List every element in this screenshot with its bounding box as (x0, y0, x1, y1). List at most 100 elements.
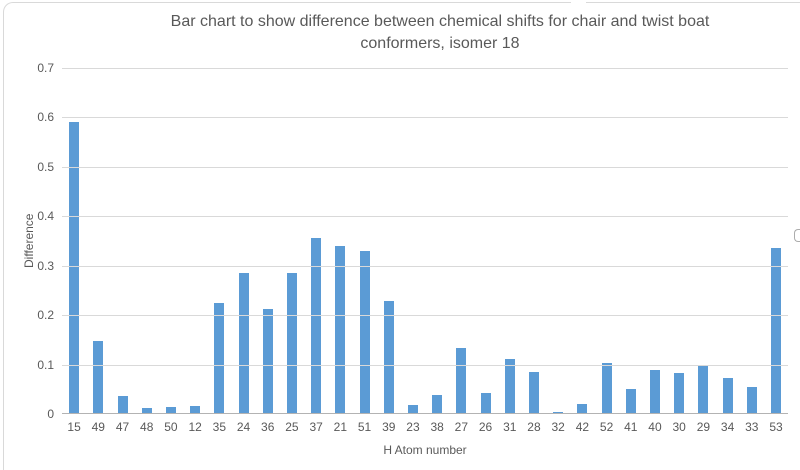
x-tick-label: 52 (599, 420, 614, 434)
bar-slot (377, 68, 401, 414)
x-tick-label: 36 (261, 420, 275, 434)
bar-slot (546, 68, 570, 414)
x-tick-label: 50 (164, 420, 178, 434)
x-tick-label: 27 (454, 420, 469, 434)
y-tick-label: 0.3 (37, 258, 54, 273)
bar-39[interactable] (383, 300, 394, 414)
bar-30[interactable] (674, 373, 685, 414)
bar-48[interactable] (141, 408, 152, 414)
bar-23[interactable] (407, 405, 418, 414)
bar-slot (449, 68, 473, 414)
bar-slot (498, 68, 522, 414)
chart-title[interactable]: Bar chart to show difference between che… (170, 13, 710, 52)
x-tick-label: 40 (648, 420, 662, 434)
bar-49[interactable] (93, 340, 104, 414)
bar-slot (352, 68, 376, 414)
bar-41[interactable] (625, 388, 636, 414)
x-tick-label: 33 (745, 420, 759, 434)
x-tick-label: 35 (212, 420, 226, 434)
bar-slot (304, 68, 328, 414)
bar-40[interactable] (649, 369, 660, 414)
x-tick-label: 23 (406, 420, 420, 434)
gridline (62, 265, 788, 267)
chart-container[interactable] (3, 2, 800, 470)
bar-slot (280, 68, 304, 414)
x-tick-label: 53 (769, 420, 783, 434)
bar-50[interactable] (165, 406, 176, 414)
bar-slot (740, 68, 764, 414)
y-axis-tick-labels[interactable]: 0 0.1 0.2 0.3 0.4 0.5 0.6 0.7 (0, 61, 54, 421)
bar-21[interactable] (335, 245, 346, 414)
bar-38[interactable] (432, 395, 443, 414)
x-tick-label: 25 (285, 420, 299, 434)
bar-slot (667, 68, 691, 414)
bar-36[interactable] (262, 309, 273, 414)
x-axis-title[interactable]: H Atom number (383, 443, 467, 457)
bar-31[interactable] (504, 359, 515, 414)
x-tick-label: 34 (720, 420, 735, 434)
chart-resize-handle[interactable] (794, 229, 800, 242)
bar-28[interactable] (528, 372, 539, 414)
bar-slot (594, 68, 618, 414)
x-tick-label: 30 (672, 420, 686, 434)
bar-33[interactable] (746, 387, 757, 414)
bar-slot (715, 68, 739, 414)
bar-slot (425, 68, 449, 414)
bar-35[interactable] (214, 302, 225, 414)
x-tick-label: 47 (115, 420, 130, 434)
bar-slot (183, 68, 207, 414)
bar-52[interactable] (601, 363, 612, 414)
bar-24[interactable] (238, 273, 249, 414)
bar-slot (522, 68, 546, 414)
bar-slot (256, 68, 280, 414)
bar-slot (110, 68, 134, 414)
bar-slot (401, 68, 425, 414)
bar-53[interactable] (770, 248, 781, 414)
bar-29[interactable] (698, 366, 709, 414)
gridline (62, 68, 788, 69)
y-tick-label: 0.1 (37, 357, 54, 372)
y-tick-label: 0.7 (37, 61, 54, 75)
bar-25[interactable] (286, 273, 297, 414)
bar-slot (207, 68, 231, 414)
x-tick-label: 32 (551, 420, 565, 434)
y-tick-label: 0.2 (37, 308, 54, 323)
gridline (62, 315, 788, 317)
bar-slot (619, 68, 643, 414)
bar-42[interactable] (577, 404, 588, 414)
x-axis-tick-labels[interactable]: 15 49 47 48 50 12 35 24 36 25 37 21 51 39 23 38 27 26 31 28… (62, 420, 788, 434)
x-tick-label: 39 (382, 420, 396, 434)
x-tick-label: 12 (188, 420, 202, 434)
bar-37[interactable] (311, 237, 322, 414)
y-tick-label: 0.6 (37, 110, 54, 125)
bar-47[interactable] (117, 395, 128, 414)
x-tick-label: 31 (503, 420, 517, 434)
x-tick-label: 28 (527, 420, 541, 434)
x-tick-label: 29 (696, 420, 711, 434)
bar-15[interactable] (69, 122, 80, 414)
x-tick-label: 41 (624, 420, 638, 434)
y-tick-label: 0.5 (37, 159, 54, 174)
bar-slot (328, 68, 352, 414)
x-tick-label: 15 (67, 420, 81, 434)
bar-slot (473, 68, 497, 414)
gridline (62, 117, 788, 119)
x-axis-line (62, 413, 788, 414)
bar-slot (691, 68, 715, 414)
bar-51[interactable] (359, 250, 370, 414)
x-tick-label: 26 (478, 420, 493, 434)
bar-27[interactable] (456, 348, 467, 414)
gridline (62, 216, 788, 218)
bar-26[interactable] (480, 392, 491, 414)
plot-area[interactable] (62, 68, 788, 414)
bar-slot (231, 68, 255, 414)
bar-slot (643, 68, 667, 414)
bar-slot (135, 68, 159, 414)
x-tick-label: 37 (309, 420, 323, 434)
gridline (62, 364, 788, 366)
bars-row (62, 68, 788, 414)
x-tick-label: 38 (430, 420, 444, 434)
bar-12[interactable] (190, 406, 201, 414)
bar-34[interactable] (722, 378, 733, 414)
